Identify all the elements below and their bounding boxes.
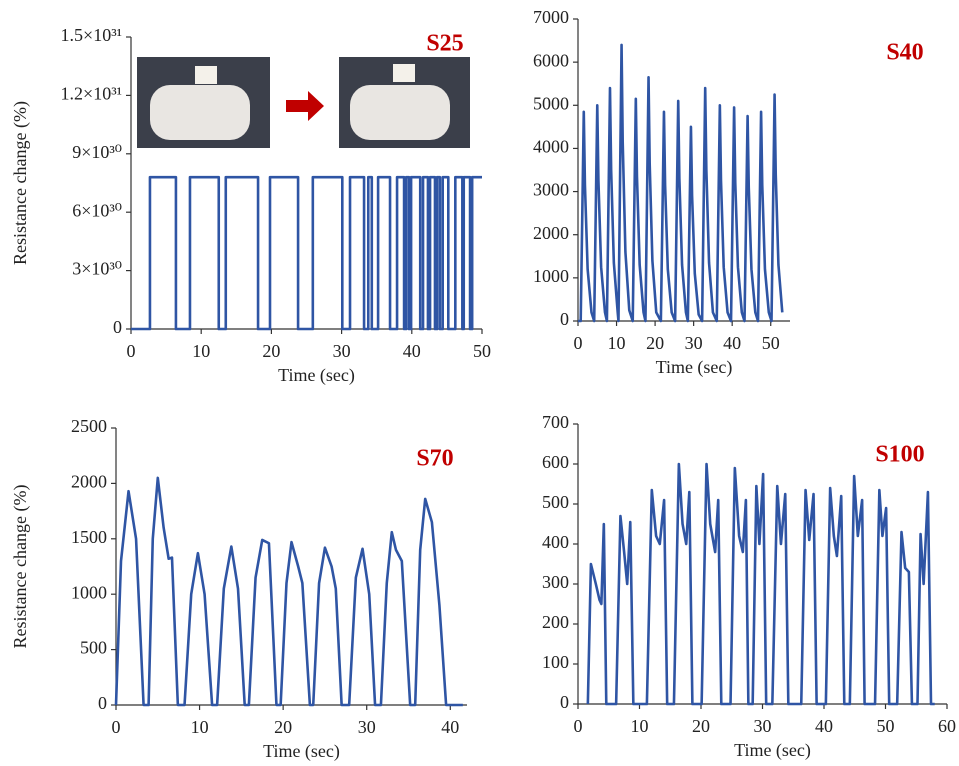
y-tick-label: 500 [80,638,107,658]
panel-annotation: S70 [416,446,453,472]
x-axis-label: Time (sec) [263,741,340,762]
x-tick-label: 20 [274,717,292,737]
y-tick-label: 3×10³⁰ [72,259,122,279]
chart-panel: 0 100 200 300 400 500 600 700 0 10 20 30 40 50 60 Time … [542,412,956,761]
hand [150,85,250,140]
x-tick-label: 20 [692,716,710,736]
y-tick-label: 2500 [71,416,107,436]
panel-annotation: S25 [426,31,463,57]
y-tick-label: 0 [98,693,107,713]
x-tick-label: 20 [262,341,280,361]
y-tick-label: 6000 [533,50,569,70]
y-tick-label: 6×10³⁰ [72,200,122,220]
y-tick-label: 9×10³⁰ [72,142,122,162]
x-tick-label: 40 [403,341,421,361]
x-axis-label: Time (sec) [734,740,811,761]
x-tick-label: 40 [815,716,833,736]
x-tick-label: 30 [685,333,703,353]
y-tick-label: 200 [542,612,569,632]
y-tick-label: 4000 [533,137,569,157]
y-tick-label: 600 [542,452,569,472]
y-tick-label: 1000 [533,266,569,286]
x-tick-label: 0 [112,717,121,737]
y-tick-label: 500 [542,492,569,512]
y-tick-label: 2000 [71,472,107,492]
y-tick-label: 100 [542,652,569,672]
hand [350,85,450,140]
y-tick-label: 1500 [71,527,107,547]
y-tick-label: 1.5×10³¹ [61,25,122,45]
y-tick-label: 300 [542,572,569,592]
x-tick-label: 50 [877,716,895,736]
sensor [195,66,217,84]
chart-panel: 0 3×10³⁰ 6×10³⁰ 9×10³⁰ 1.2×10³¹ 1.5×10³¹ 0 10 20… [10,25,491,386]
y-tick-label: 5000 [533,93,569,113]
y-tick-label: 2000 [533,223,569,243]
x-tick-label: 10 [608,333,626,353]
x-tick-label: 30 [754,716,772,736]
x-tick-label: 0 [574,333,583,353]
x-tick-label: 0 [574,716,583,736]
x-axis-label: Time (sec) [656,357,733,378]
data-line [586,462,935,706]
data-line [114,476,463,707]
chart-panel: 0 500 1000 1500 2000 2500 0 10 20 30 40 Time (sec) R… [10,416,467,762]
y-tick-label: 400 [542,532,569,552]
y-axis-label: Resistance change (%) [10,101,31,265]
arrow [286,91,324,121]
panel-annotation: S100 [875,442,924,468]
x-tick-label: 60 [938,716,956,736]
x-tick-label: 30 [358,717,376,737]
panel-annotation: S40 [886,40,923,66]
y-tick-label: 0 [560,692,569,712]
sensor [393,64,415,82]
y-tick-label: 1000 [71,582,107,602]
x-tick-label: 10 [192,341,210,361]
x-tick-label: 20 [646,333,664,353]
y-tick-label: 0 [113,317,122,337]
y-tick-label: 1.2×10³¹ [61,84,122,104]
data-line [131,175,482,331]
x-tick-label: 30 [333,341,351,361]
x-tick-label: 10 [631,716,649,736]
x-tick-label: 0 [127,341,136,361]
y-tick-label: 0 [560,309,569,329]
x-tick-label: 50 [473,341,491,361]
axis-line [115,428,467,706]
inset-photos [137,57,470,148]
x-tick-label: 40 [723,333,741,353]
x-axis-label: Time (sec) [278,365,355,386]
y-tick-label: 7000 [533,7,569,27]
data-line [578,43,784,323]
y-tick-label: 3000 [533,180,569,200]
x-tick-label: 50 [762,333,780,353]
y-tick-label: 700 [542,412,569,432]
x-tick-label: 40 [441,717,459,737]
x-tick-label: 10 [191,717,209,737]
chart-panel: 0 1000 2000 3000 4000 5000 6000 7000 0 10 20 30 40 50… [533,7,924,378]
y-axis-label: Resistance change (%) [10,485,31,649]
